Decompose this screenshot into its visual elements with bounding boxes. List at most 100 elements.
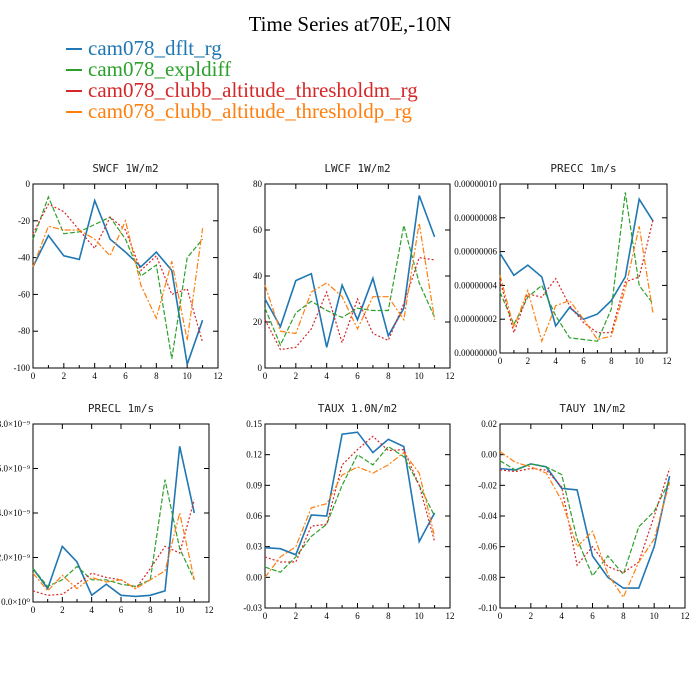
x-tick-label: 0	[31, 605, 36, 615]
y-tick-label: 0.03	[246, 542, 262, 552]
x-tick-label: 10	[415, 371, 425, 381]
plot-frame	[32, 423, 210, 603]
x-tick-label: 8	[609, 356, 614, 366]
series-line-3	[264, 451, 436, 578]
x-tick-label: 8	[148, 605, 153, 615]
x-tick-label: 0	[263, 611, 268, 621]
series-line-3	[32, 218, 204, 341]
x-tick-label: 12	[446, 371, 455, 381]
legend-swatch	[66, 90, 82, 93]
x-tick-label: 2	[529, 611, 534, 621]
chart-title: TAUX 1.0N/m2	[318, 402, 397, 415]
chart-panel-5: TAUY 1N/m2 0 2 4 6 8 10 12 -0.10 -0.08 -0.06 -0.04 -…	[478, 402, 689, 621]
x-tick-label: 0	[498, 356, 503, 366]
x-tick-label: 12	[663, 356, 672, 366]
series-line-1	[264, 445, 436, 573]
x-tick-label: 4	[559, 611, 564, 621]
plot-frame	[32, 183, 219, 369]
y-tick-label: -0.06	[478, 542, 497, 552]
series-line-2	[499, 219, 654, 335]
y-tick-label: 0.00000008	[454, 213, 497, 223]
x-tick-label: 6	[590, 611, 595, 621]
y-tick-label: -0.08	[478, 572, 497, 582]
y-tick-label: -40	[18, 253, 30, 263]
legend-swatch	[66, 48, 82, 51]
chart-panel-3: PRECL 1m/s 0 2 4 6 8 10 12 0.0×10⁰ 2.0×10⁻⁹ 4.0×10…	[0, 402, 214, 615]
y-tick-label: 40	[253, 271, 263, 281]
y-tick-label: 0.00	[481, 450, 497, 460]
x-tick-label: 10	[650, 611, 660, 621]
y-tick-label: 0.0×10⁰	[1, 597, 30, 607]
y-tick-label: 0.00	[246, 572, 262, 582]
series-line-3	[499, 451, 671, 599]
y-tick-label: 0.02	[481, 419, 497, 429]
x-tick-label: 12	[681, 611, 690, 621]
x-tick-label: 0	[263, 371, 268, 381]
y-tick-label: -60	[18, 289, 30, 299]
y-tick-label: 0.00000004	[454, 280, 497, 290]
x-tick-label: 8	[386, 371, 391, 381]
x-tick-label: 4	[553, 356, 558, 366]
chart-title: PRECL 1m/s	[88, 402, 154, 415]
plot-frame	[499, 423, 686, 609]
chart-title: TAUY 1N/m2	[559, 402, 625, 415]
series-line-0	[499, 463, 671, 589]
x-tick-label: 10	[183, 371, 193, 381]
y-tick-label: 0.00000006	[454, 247, 497, 257]
legend-item-expldiff: cam078_expldiff	[66, 59, 231, 80]
y-tick-label: 0.15	[246, 419, 262, 429]
y-tick-label: 0.09	[246, 480, 262, 490]
series-line-1	[32, 479, 195, 588]
x-tick-label: 2	[60, 605, 65, 615]
legend-swatch	[66, 69, 82, 72]
y-tick-label: 2.0×10⁻⁹	[0, 553, 30, 563]
y-tick-label: -0.02	[478, 480, 497, 490]
x-tick-label: 6	[355, 611, 360, 621]
y-tick-label: -0.03	[243, 603, 262, 613]
x-tick-label: 12	[214, 371, 223, 381]
series-line-1	[499, 460, 671, 577]
y-tick-label: 20	[253, 317, 263, 327]
series-line-3	[264, 223, 436, 335]
x-tick-label: 12	[446, 611, 455, 621]
y-tick-label: 0.00000000	[454, 348, 497, 358]
y-tick-label: -20	[18, 216, 30, 226]
x-tick-label: 10	[175, 605, 185, 615]
y-tick-label: -0.10	[478, 603, 497, 613]
x-tick-label: 6	[123, 371, 128, 381]
x-tick-label: 2	[294, 371, 299, 381]
x-tick-label: 6	[119, 605, 124, 615]
x-tick-label: 2	[294, 611, 299, 621]
y-tick-label: 0.00000002	[454, 314, 497, 324]
y-tick-label: -100	[14, 363, 31, 373]
y-tick-label: -80	[18, 326, 30, 336]
chart-panel-0: SWCF 1W/m2 0 2 4 6 8 10 12 -100 -80 -60 -40 -20 0	[14, 162, 223, 381]
chart-title: PRECC 1m/s	[550, 162, 616, 175]
x-tick-label: 0	[31, 371, 36, 381]
x-tick-label: 8	[154, 371, 159, 381]
plot-frame	[264, 423, 451, 609]
series-line-3	[32, 512, 195, 592]
series-line-2	[32, 499, 195, 596]
x-tick-label: 4	[324, 611, 329, 621]
legend-item-thresholdm: cam078_clubb_altitude_thresholdm_rg	[66, 80, 418, 101]
series-line-1	[32, 195, 204, 359]
legend-label: cam078_clubb_altitude_thresholdp_rg	[88, 99, 412, 123]
x-tick-label: 6	[355, 371, 360, 381]
legend-item-dflt: cam078_dflt_rg	[66, 38, 222, 59]
page-title: Time Series at70E,-10N	[248, 12, 452, 36]
series-line-0	[32, 446, 196, 598]
y-tick-label: 0.00000010	[454, 179, 497, 189]
series-line-2	[499, 467, 671, 574]
y-tick-label: -0.04	[478, 511, 497, 521]
plot-frame	[499, 183, 668, 354]
legend-label: cam078_expldiff	[88, 57, 232, 81]
x-tick-label: 0	[498, 611, 503, 621]
series-line-1	[499, 192, 654, 342]
legend-swatch	[66, 111, 82, 114]
x-tick-label: 10	[415, 611, 425, 621]
y-tick-label: 0	[26, 179, 31, 189]
x-tick-label: 8	[621, 611, 626, 621]
y-tick-label: 8.0×10⁻⁹	[0, 419, 30, 429]
chart-panel-4: TAUX 1.0N/m2 0 2 4 6 8 10 12 -0.03 0.00 0.03 0.06 0.…	[243, 402, 454, 621]
